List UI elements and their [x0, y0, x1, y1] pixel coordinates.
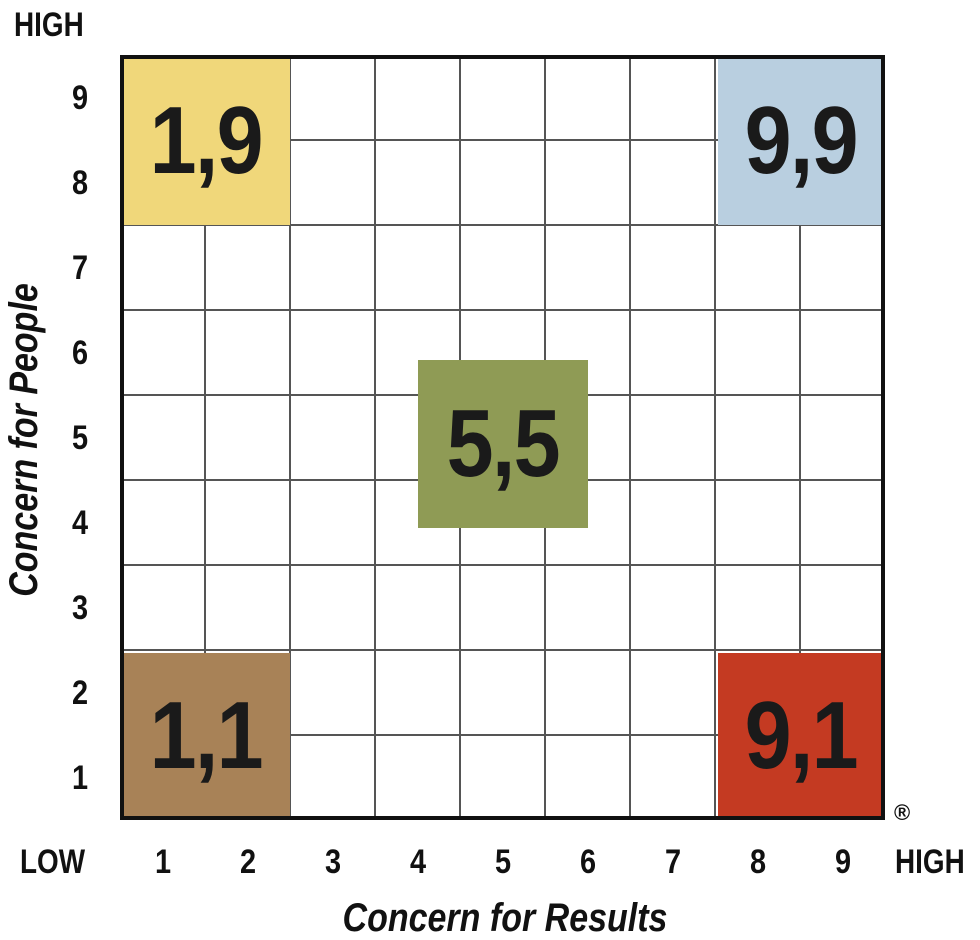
- x-tick-label: 4: [409, 843, 426, 881]
- region-9-9-label: 9,9: [744, 87, 859, 194]
- x-axis-low-label: LOW: [20, 843, 86, 881]
- x-axis-high-label: HIGH: [895, 843, 965, 881]
- y-tick-label: 4: [71, 503, 89, 542]
- x-axis-title: Concern for Results: [342, 896, 668, 940]
- y-axis-high-label: HIGH: [14, 6, 84, 44]
- region-1-1-label: 1,1: [149, 681, 264, 789]
- y-tick-label: 8: [71, 163, 89, 202]
- region-9-9: 9,9: [718, 57, 884, 225]
- region-1-9-label: 1,9: [149, 87, 264, 194]
- y-tick-label: 7: [71, 248, 89, 287]
- region-9-1: 9,1: [718, 653, 884, 818]
- grid-area: 1,9 9,9 5,5 1,1 9,1: [120, 55, 885, 820]
- x-tick-label: 7: [664, 843, 681, 881]
- region-1-9: 1,9: [122, 57, 290, 225]
- x-tick-label: 1: [154, 843, 171, 881]
- region-5-5-label: 5,5: [446, 390, 561, 497]
- y-tick-label: 6: [71, 333, 89, 372]
- x-tick-label: 9: [834, 843, 851, 881]
- y-axis-title: Concern for People: [2, 283, 46, 597]
- y-tick-label: 2: [71, 673, 89, 712]
- y-tick-label: 3: [71, 588, 89, 627]
- x-tick-label: 8: [749, 843, 766, 881]
- x-tick-label: 5: [494, 843, 511, 881]
- registered-mark: ®: [894, 800, 911, 825]
- x-tick-label: 6: [579, 843, 596, 881]
- x-tick-label: 3: [324, 843, 341, 881]
- x-tick-label: 2: [239, 843, 256, 881]
- y-tick-label: 5: [71, 418, 89, 457]
- y-tick-label: 9: [71, 78, 89, 117]
- y-tick-label: 1: [71, 758, 89, 797]
- region-1-1: 1,1: [122, 653, 290, 818]
- region-5-5: 5,5: [418, 360, 588, 528]
- region-9-1-label: 9,1: [744, 681, 859, 789]
